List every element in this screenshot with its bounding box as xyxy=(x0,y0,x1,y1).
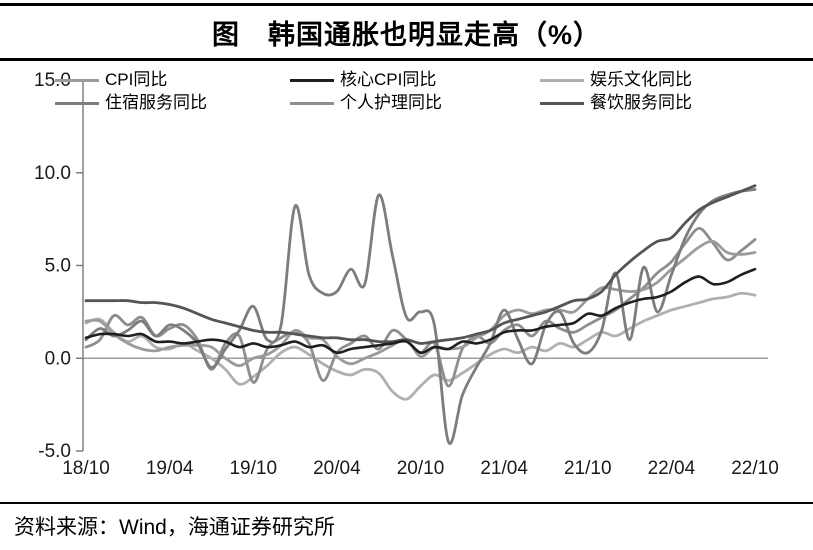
y-tick-label: -5.0 xyxy=(38,441,71,462)
y-tick-label: 10.0 xyxy=(34,163,71,184)
footer-rule xyxy=(0,502,813,504)
legend-swatch-entertainment xyxy=(540,78,584,82)
x-tick-label: 19/10 xyxy=(229,458,277,479)
series-line-accommodation xyxy=(84,188,757,446)
legend-swatch-core_cpi xyxy=(290,78,334,82)
legend-label: CPI同比 xyxy=(105,70,168,89)
legend-label: 餐饮服务同比 xyxy=(590,93,692,112)
legend-item-personal_care: 个人护理同比 xyxy=(290,94,442,112)
chart-title: 图 韩国通胀也明显走高（%） xyxy=(211,20,601,50)
series-line-core_cpi xyxy=(84,267,757,355)
legend-item-accommodation: 住宿服务同比 xyxy=(55,94,207,112)
x-tick-label: 21/04 xyxy=(480,458,528,479)
x-tick-label: 22/04 xyxy=(648,458,696,479)
source-note: 资料来源：Wind，海通证券研究所 xyxy=(14,516,335,539)
legend-item-cpi: CPI同比 xyxy=(55,71,167,89)
legend-label: 住宿服务同比 xyxy=(105,93,207,112)
legend-swatch-personal_care xyxy=(290,101,334,105)
x-tick-label: 20/10 xyxy=(397,458,445,479)
legend-label: 娱乐文化同比 xyxy=(590,70,692,89)
y-tick-label: 0.0 xyxy=(45,348,71,369)
series-line-dining xyxy=(84,184,757,345)
legend-label: 个人护理同比 xyxy=(340,93,442,112)
line-chart: 15.0 10.0 5.0 0.0 -5.0 18/10 19/04 19/10 20/04 20… xyxy=(0,60,813,500)
x-tick-label: 20/04 xyxy=(313,458,361,479)
y-tick-label: 15.0 xyxy=(34,70,71,91)
x-tick-label: 21/10 xyxy=(564,458,612,479)
title-divider-rule xyxy=(0,58,813,61)
legend-item-dining: 餐饮服务同比 xyxy=(540,94,692,112)
top-rule xyxy=(0,3,813,6)
chart-legend: CPI同比 核心CPI同比 娱乐文化同比住宿服务同比 个人护理同比 餐饮服务同比 xyxy=(0,60,813,120)
legend-swatch-cpi xyxy=(55,78,99,82)
legend-swatch-dining xyxy=(540,101,584,105)
y-tick-label: 5.0 xyxy=(45,256,71,277)
x-tick-label: 22/10 xyxy=(731,458,779,479)
series-line-entertainment xyxy=(84,291,757,401)
legend-swatch-accommodation xyxy=(55,101,99,105)
legend-label: 核心CPI同比 xyxy=(340,70,437,89)
legend-item-entertainment: 娱乐文化同比 xyxy=(540,71,692,89)
chart-canvas: 15.0 10.0 5.0 0.0 -5.018/10 19/04 19/10 20/04 20… xyxy=(34,70,779,479)
x-tick-label: 19/04 xyxy=(146,458,194,479)
legend-item-core_cpi: 核心CPI同比 xyxy=(290,71,436,89)
x-tick-label: 18/10 xyxy=(62,458,110,479)
